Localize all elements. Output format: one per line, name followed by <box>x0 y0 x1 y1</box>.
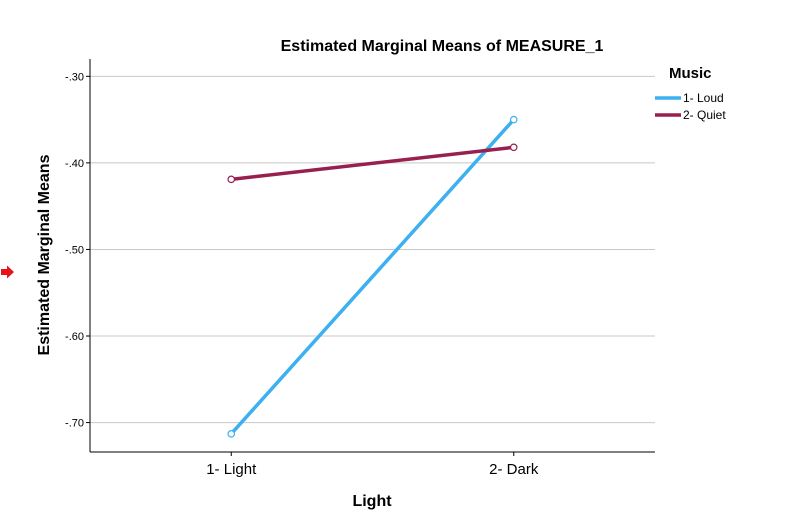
series-line <box>231 145 514 182</box>
x-axis-ticks: 1- Light 2- Dark <box>206 452 539 478</box>
x-tick-label: 1- Light <box>206 461 257 478</box>
series-line <box>229 118 516 435</box>
y-tick-label: -.50 <box>65 244 84 256</box>
y-tick-label: -.30 <box>65 71 84 83</box>
y-axis-label: Estimated Marginal Means <box>36 154 53 355</box>
y-tick-label: -.60 <box>65 331 84 343</box>
legend-label: 1- Loud <box>683 91 724 105</box>
data-point <box>227 430 236 438</box>
data-point <box>227 175 236 184</box>
legend: Music 1- Loud 2- Quiet <box>655 65 726 122</box>
x-axis-label: Light <box>352 493 392 510</box>
chart-title: Estimated Marginal Means of MEASURE_1 <box>281 38 604 55</box>
red-arrow-icon <box>1 265 14 279</box>
data-point <box>509 143 518 152</box>
legend-title: Music <box>669 65 712 82</box>
data-point <box>509 115 518 124</box>
series-group <box>227 115 518 438</box>
y-axis-ticks: -.30 -.40 -.50 -.60 -.70 <box>65 71 90 430</box>
gridlines <box>90 75 655 424</box>
y-tick-label: -.70 <box>65 418 84 430</box>
x-tick-label: 2- Dark <box>489 461 539 478</box>
y-tick-label: -.40 <box>65 158 84 170</box>
legend-label: 2- Quiet <box>683 108 726 122</box>
